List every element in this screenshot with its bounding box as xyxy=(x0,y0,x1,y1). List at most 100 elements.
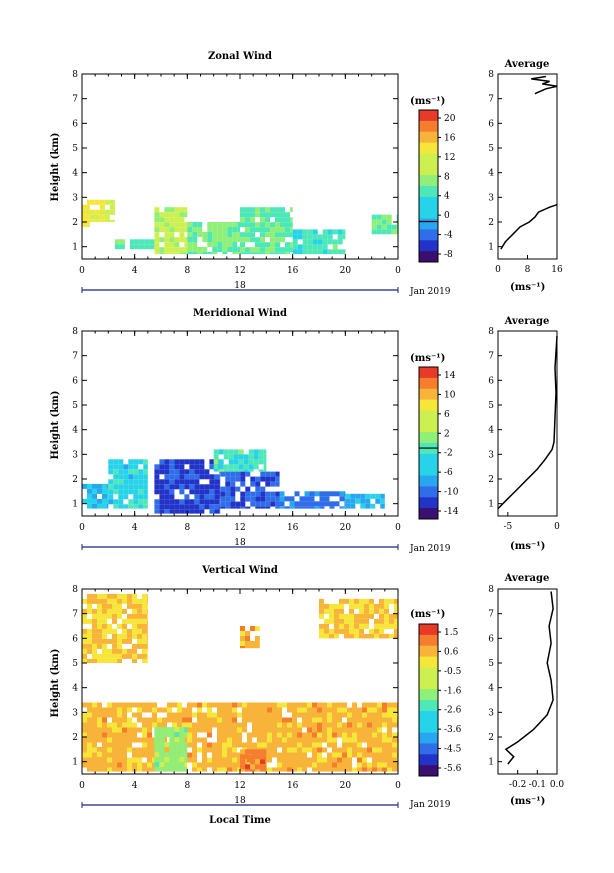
heatmap-cell xyxy=(392,747,397,753)
heatmap-cell xyxy=(217,222,223,227)
heatmap-cell xyxy=(202,712,207,718)
heatmap-region xyxy=(114,239,155,250)
y-tick-label: 7 xyxy=(72,352,78,362)
heatmap-cell xyxy=(199,469,205,475)
heatmap-cell xyxy=(265,471,271,477)
heatmap-cell xyxy=(97,498,102,504)
heatmap-cell xyxy=(87,224,90,227)
heatmap-cell xyxy=(227,247,233,252)
heatmap-cell xyxy=(169,222,175,228)
heatmap-cell xyxy=(245,486,251,492)
heatmap-cell xyxy=(204,474,210,480)
heatmap-cell xyxy=(255,212,260,218)
heatmap-cell xyxy=(247,712,252,718)
heatmap-cell xyxy=(142,628,147,634)
heatmap-cell xyxy=(359,618,364,624)
heatmap-cell xyxy=(169,767,175,772)
heatmap-cell xyxy=(127,732,132,738)
heatmap-cell xyxy=(132,702,137,708)
heatmap-cell xyxy=(164,484,170,490)
heatmap-cell xyxy=(147,658,148,663)
heatmap-cell xyxy=(82,717,87,723)
heatmap-cell xyxy=(87,638,92,644)
heatmap-cell xyxy=(332,762,337,768)
heatmap-cell xyxy=(217,767,222,772)
heatmap-cell xyxy=(322,762,327,768)
heatmap-cell xyxy=(317,244,323,250)
heatmap-cell xyxy=(277,752,282,758)
colorbar-tick-label: 12 xyxy=(444,153,455,163)
heatmap-cell xyxy=(289,501,295,507)
heatmap-cell xyxy=(312,762,317,768)
heatmap-cell xyxy=(227,232,233,237)
heatmap-cell xyxy=(154,762,160,768)
heatmap-cell xyxy=(372,757,377,763)
heatmap-cell xyxy=(142,613,147,619)
heatmap-cell xyxy=(349,618,354,624)
heatmap-cell xyxy=(97,702,102,708)
heatmap-cell xyxy=(147,603,148,609)
heatmap-cell xyxy=(149,239,155,245)
heatmap-cell xyxy=(327,239,333,245)
heatmap-cell xyxy=(102,628,107,634)
heatmap-cell xyxy=(396,224,398,230)
heatmap-cell xyxy=(230,476,236,482)
heatmap-cell xyxy=(275,476,280,482)
heatmap-cell xyxy=(169,742,175,748)
heatmap-cell xyxy=(137,717,142,723)
heatmap-cell xyxy=(327,752,332,758)
heatmap-cell xyxy=(147,613,148,619)
heatmap-cell xyxy=(137,727,142,733)
heatmap-cell xyxy=(182,762,187,768)
heatmap-cell xyxy=(359,628,364,634)
heatmap-cell xyxy=(312,757,317,763)
heatmap-cell xyxy=(389,633,394,639)
heatmap-cell xyxy=(217,242,223,247)
heatmap-cell xyxy=(280,227,285,233)
heatmap-cell xyxy=(339,618,344,624)
heatmap-cell xyxy=(362,722,367,728)
heatmap-cell xyxy=(133,494,139,500)
heatmap-cell xyxy=(209,504,215,510)
heatmap-cell xyxy=(222,727,227,733)
heatmap-cell xyxy=(94,199,100,205)
heatmap-cell xyxy=(118,479,124,485)
heatmap-cell xyxy=(147,638,148,644)
heatmap-cell xyxy=(344,496,346,502)
heatmap-cell xyxy=(169,732,175,738)
heatmap-cell xyxy=(82,608,87,614)
heatmap-cell xyxy=(222,732,227,738)
vertical-avg-title: Average xyxy=(504,573,550,584)
heatmap-cell xyxy=(179,479,185,485)
heatmap-cell xyxy=(317,702,322,708)
heatmap-cell xyxy=(112,752,117,758)
heatmap-cell xyxy=(222,702,227,708)
heatmap-cell xyxy=(107,732,112,738)
heatmap-cell xyxy=(352,702,357,708)
heatmap-cell xyxy=(82,214,87,220)
heatmap-cell xyxy=(367,747,372,753)
heatmap-cell xyxy=(225,506,231,509)
heatmap-cell xyxy=(240,764,245,770)
heatmap-cell xyxy=(132,722,137,728)
heatmap-region xyxy=(371,214,398,235)
heatmap-cell xyxy=(354,603,359,609)
heatmap-cell xyxy=(222,712,227,718)
heatmap-cell xyxy=(387,757,392,763)
heatmap-cell xyxy=(394,633,398,639)
heatmap-cell xyxy=(123,464,129,470)
heatmap-cell xyxy=(307,742,312,748)
heatmap-cell xyxy=(104,199,110,205)
heatmap-cell xyxy=(102,598,107,604)
colorbar-band xyxy=(419,432,438,444)
heatmap-cell xyxy=(329,618,334,624)
heatmap-cell xyxy=(129,244,135,250)
heatmap-cell xyxy=(258,459,264,465)
heatmap-cell xyxy=(347,767,352,772)
heatmap-cell xyxy=(324,501,330,507)
heatmap-cell xyxy=(260,242,265,248)
heatmap-cell xyxy=(218,464,224,470)
heatmap-cell xyxy=(247,757,252,763)
x-tick-label: 4 xyxy=(132,266,138,276)
y-tick-label: 5 xyxy=(72,401,78,411)
